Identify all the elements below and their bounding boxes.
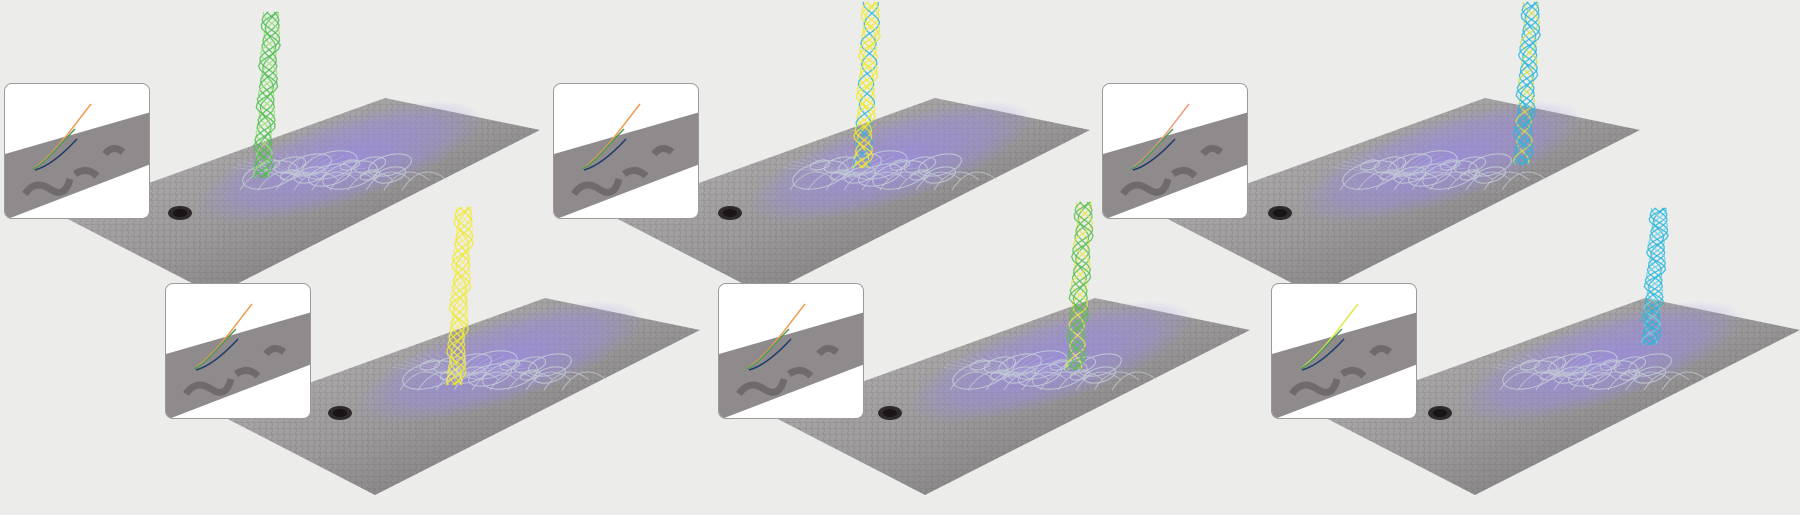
inset-dark-patches [1120, 145, 1224, 197]
inset-field-line [1130, 103, 1190, 170]
flux-rope [852, 1, 881, 169]
inset-field-line [581, 103, 641, 170]
field-loop-lines [783, 150, 998, 191]
sunspot-core [723, 209, 737, 217]
inset-view-6 [1271, 283, 1417, 419]
magnetic-field-overlay [906, 300, 1194, 424]
inset-field-line [34, 138, 78, 171]
inset-surface-strip [1103, 112, 1247, 218]
magnetic-field-overlay [356, 300, 644, 424]
inset-field-line [746, 303, 806, 370]
simulation-panel-5 [770, 201, 1250, 495]
magnetic-field-overlay [196, 100, 484, 224]
sunspot-core [1433, 409, 1447, 417]
inset-surface-strip [1272, 312, 1416, 418]
flux-rope [1512, 1, 1541, 166]
inset-field-line [32, 103, 92, 170]
inset-field-line [1299, 328, 1343, 370]
flux-rope [252, 11, 281, 179]
inset-svg [554, 103, 698, 218]
simulation-panel-4 [220, 206, 700, 495]
inset-field-line [1299, 303, 1359, 370]
inset-svg [1272, 303, 1416, 418]
inset-field-line [1301, 338, 1345, 371]
inset-field-line [1132, 138, 1176, 171]
flux-rope [1640, 207, 1669, 346]
simulation-panel-1 [60, 11, 540, 295]
inset-svg [166, 303, 310, 418]
inset-view-1 [4, 83, 150, 219]
inset-surface-strip [554, 112, 698, 218]
inset-dark-patches [22, 145, 126, 197]
flux-rope [1065, 201, 1094, 371]
inset-svg [5, 103, 149, 218]
sunspot-core [173, 209, 187, 217]
inset-surface-strip [166, 312, 310, 418]
inset-surface-strip [719, 312, 863, 418]
inset-dark-patches [183, 345, 287, 397]
inset-view-2 [553, 83, 699, 219]
inset-field-line [193, 303, 253, 370]
field-loop-lines [1333, 150, 1548, 191]
inset-field-line [193, 328, 237, 370]
inset-view-3 [1102, 83, 1248, 219]
inset-field-line [748, 338, 792, 371]
field-loop-lines [1493, 350, 1708, 391]
inset-svg [1103, 103, 1247, 218]
magnetic-field-overlay [1296, 100, 1584, 224]
inset-field-line [195, 338, 239, 371]
field-loop-lines [393, 350, 608, 391]
sunspot-core [883, 409, 897, 417]
inset-field-line [32, 128, 76, 170]
inset-dark-patches [571, 145, 675, 197]
inset-field-line [581, 128, 625, 170]
field-loop-lines [943, 350, 1158, 391]
simulation-panel-3 [1160, 1, 1640, 295]
field-loop-lines [233, 150, 448, 191]
inset-svg [719, 303, 863, 418]
inset-view-4 [165, 283, 311, 419]
magnetic-field-overlay [746, 100, 1034, 224]
inset-field-line [1130, 128, 1174, 170]
magnetic-field-overlay [1456, 300, 1744, 424]
inset-field-line [583, 138, 627, 171]
simulation-panel-2 [610, 1, 1090, 295]
inset-dark-patches [736, 345, 840, 397]
inset-surface-strip [5, 112, 149, 218]
inset-field-line [746, 328, 790, 370]
sunspot-core [1273, 209, 1287, 217]
inset-dark-patches [1289, 345, 1393, 397]
simulation-panel-6 [1320, 207, 1800, 495]
sunspot-core [333, 409, 347, 417]
flux-rope [445, 206, 474, 386]
inset-view-5 [718, 283, 864, 419]
